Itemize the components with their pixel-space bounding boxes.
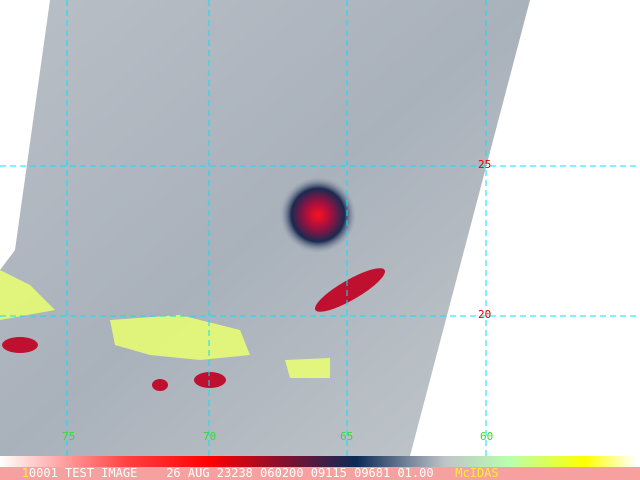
lon-label-65: 65	[340, 430, 354, 443]
status-bar: 10001 TEST IMAGE 26 AUG 23238 060200 091…	[0, 467, 640, 480]
field-2: 09681	[354, 466, 391, 480]
lat-label-20: 20	[478, 308, 492, 321]
hurricane-core	[280, 177, 356, 253]
color-bar	[0, 456, 636, 467]
image-title: 0001 TEST IMAGE	[28, 466, 138, 480]
lon-label-60: 60	[480, 430, 494, 443]
image-time: 060200	[260, 466, 304, 480]
frame-number: 1	[21, 466, 29, 480]
lat-label-25: 25	[478, 158, 492, 171]
image-swath	[0, 0, 530, 456]
landmasses	[0, 270, 330, 378]
lon-label-75: 75	[62, 430, 76, 443]
convection	[2, 268, 385, 391]
mcidas-brand: McIDAS	[455, 466, 499, 480]
image-date: 26 AUG 23238	[166, 466, 253, 480]
satellite-image	[0, 0, 640, 467]
field-3: 01.00	[397, 466, 434, 480]
field-1: 09115	[310, 466, 347, 480]
lon-label-70: 70	[203, 430, 217, 443]
